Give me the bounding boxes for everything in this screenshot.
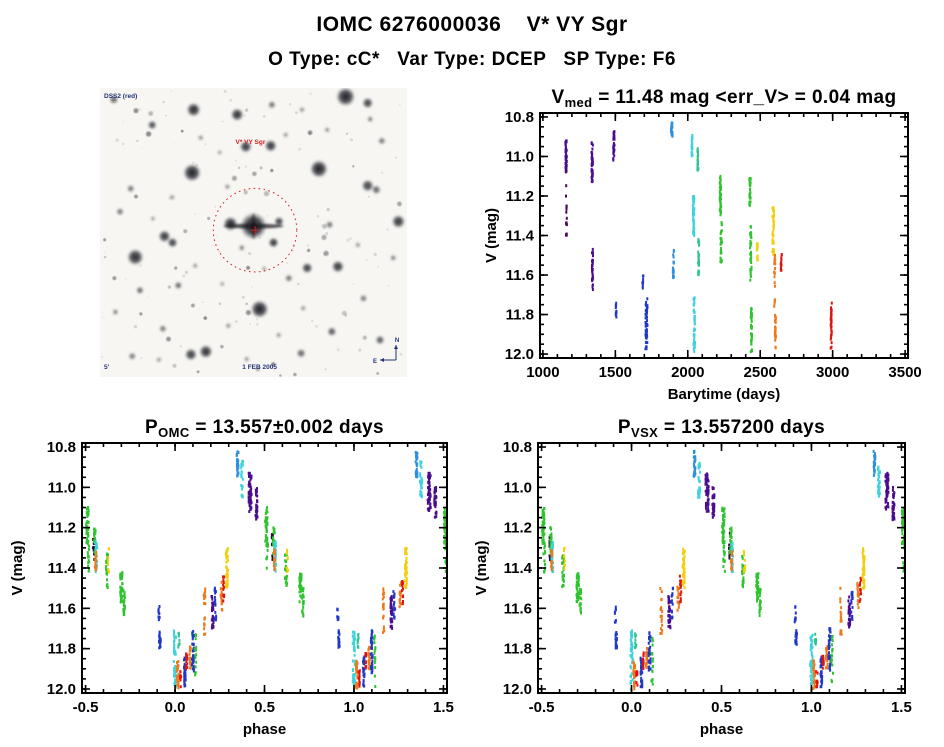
svg-text:10.8: 10.8 <box>503 439 532 456</box>
svg-text:11.6: 11.6 <box>504 600 532 617</box>
svg-text:11.8: 11.8 <box>504 641 532 658</box>
svg-text:11.8: 11.8 <box>506 307 534 324</box>
svg-text:3000: 3000 <box>816 364 849 381</box>
svg-text:1 FEB 2005: 1 FEB 2005 <box>242 364 277 371</box>
svg-text:11.4: 11.4 <box>506 228 535 245</box>
svg-text:phase: phase <box>243 721 286 738</box>
svg-text:11.0: 11.0 <box>48 479 76 496</box>
page-title: IOMC 6276000036 V* VY Sgr <box>316 13 628 36</box>
svg-text:10.8: 10.8 <box>47 439 76 456</box>
svg-text:V (mag): V (mag) <box>9 540 26 595</box>
phase-vsx-plot: -0.5 0.0 0.5 1.0 1.5 10.8 11.0 11.2 11.4 11.6 11.8… <box>473 417 912 738</box>
svg-text:POMC = 13.557±0.002 days: POMC = 13.557±0.002 days <box>145 417 384 440</box>
svg-text:0.0: 0.0 <box>621 699 642 716</box>
svg-text:11.4: 11.4 <box>48 560 77 577</box>
svg-text:Barytime (days): Barytime (days) <box>668 386 781 403</box>
svg-text:1.5: 1.5 <box>433 699 454 716</box>
svg-text:V (mag): V (mag) <box>483 208 500 263</box>
svg-text:5': 5' <box>104 364 110 371</box>
svg-text:N: N <box>395 338 399 344</box>
svg-text:-0.5: -0.5 <box>529 699 555 716</box>
svg-text:Vmed = 11.48 mag <err_V> =: Vmed = 11.48 mag <err_V> = 0.04 mag <box>552 87 897 110</box>
svg-text:11.2: 11.2 <box>48 520 76 537</box>
svg-text:V (mag): V (mag) <box>473 540 490 595</box>
svg-text:1.0: 1.0 <box>801 699 822 716</box>
svg-text:12.0: 12.0 <box>503 681 532 698</box>
svg-text:12.0: 12.0 <box>505 346 534 363</box>
page-subtitle: O Type: cC* Var Type: DCEP SP Type: F6 <box>268 49 676 70</box>
svg-text:11.4: 11.4 <box>504 560 533 577</box>
svg-text:V* VY Sgr: V* VY Sgr <box>235 139 265 146</box>
svg-text:1000: 1000 <box>526 364 559 381</box>
svg-text:PVSX = 13.557200 days: PVSX = 13.557200 days <box>618 417 825 440</box>
svg-text:0.0: 0.0 <box>165 699 186 716</box>
phase-omc-plot: -0.5 0.0 0.5 1.0 1.5 10.8 11.0 11.2 11.4 11.6 11.8… <box>9 417 454 738</box>
svg-text:1500: 1500 <box>599 364 632 381</box>
finding-chart-image: DSS2 (red) V* VY Sgr 5' 1 FEB 2005 N E <box>100 88 407 377</box>
svg-text:phase: phase <box>700 721 743 738</box>
svg-text:11.6: 11.6 <box>506 267 534 284</box>
svg-text:2500: 2500 <box>744 364 777 381</box>
svg-text:0.5: 0.5 <box>254 699 275 716</box>
svg-text:11.0: 11.0 <box>506 148 534 165</box>
svg-text:11.2: 11.2 <box>506 188 534 205</box>
svg-text:10.8: 10.8 <box>505 109 534 126</box>
lightcurve-plot: 1000 1500 2000 2500 3000 3500 10.8 11.0 11.2 11.4… <box>483 87 922 403</box>
svg-text:DSS2 (red): DSS2 (red) <box>104 93 137 100</box>
svg-text:3500: 3500 <box>888 364 921 381</box>
svg-text:11.2: 11.2 <box>504 520 532 537</box>
svg-text:11.8: 11.8 <box>48 641 76 658</box>
svg-text:12.0: 12.0 <box>47 681 76 698</box>
svg-text:11.0: 11.0 <box>504 479 532 496</box>
svg-text:1.5: 1.5 <box>891 699 912 716</box>
svg-text:-0.5: -0.5 <box>73 699 99 716</box>
svg-text:E: E <box>373 359 377 365</box>
svg-text:0.5: 0.5 <box>711 699 732 716</box>
svg-text:1.0: 1.0 <box>344 699 365 716</box>
svg-text:2000: 2000 <box>671 364 704 381</box>
svg-text:11.6: 11.6 <box>48 600 76 617</box>
